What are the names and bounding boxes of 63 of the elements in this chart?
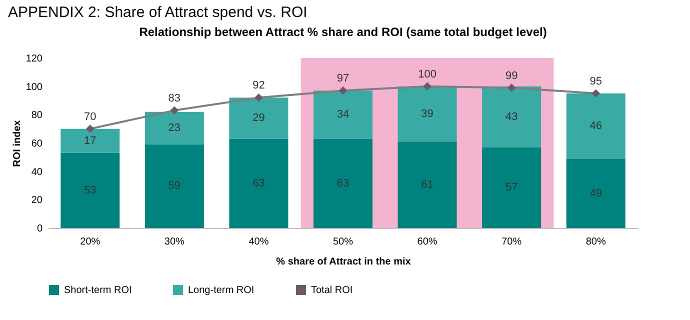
data-label: 23 — [168, 122, 181, 134]
y-tick-label: 0 — [36, 224, 43, 234]
data-label: 70 — [84, 110, 96, 123]
data-label: 57 — [505, 182, 518, 194]
bar — [482, 86, 542, 148]
legend-label: Long-term ROI — [188, 285, 254, 296]
data-label: 17 — [84, 134, 96, 147]
y-axis-title: ROI index — [12, 120, 23, 167]
bar — [229, 98, 288, 139]
data-label: 100 — [418, 68, 436, 80]
bar — [482, 147, 542, 228]
data-label: 97 — [336, 72, 350, 85]
data-label: 61 — [421, 178, 434, 191]
point — [86, 124, 94, 134]
point — [507, 84, 516, 92]
bar — [398, 142, 457, 228]
data-label: 99 — [505, 70, 518, 82]
y-tick-label: 80 — [31, 110, 43, 122]
x-tick-label: 80% — [586, 236, 606, 248]
data-label: 83 — [168, 92, 181, 104]
data-label: 39 — [421, 108, 434, 120]
bar — [229, 138, 288, 228]
bar — [566, 158, 626, 228]
legend-label: Total ROI — [311, 285, 353, 296]
x-tick-label: 30% — [164, 236, 185, 248]
chart-title: APPENDIX 2: Share of Attract spend vs. ROI — [8, 4, 308, 21]
data-label: 46 — [590, 120, 602, 132]
x-tick-label: 70% — [502, 236, 522, 248]
bar — [144, 112, 204, 144]
y-tick-label: 120 — [26, 54, 43, 64]
data-label: 53 — [84, 184, 96, 196]
legend-label: Short-term ROI — [64, 285, 132, 296]
data-label: 29 — [252, 112, 265, 124]
data-label: 34 — [336, 108, 350, 121]
point — [254, 93, 263, 102]
bar — [566, 93, 626, 159]
x-tick-label: 50% — [332, 236, 354, 248]
y-tick-label: 40 — [31, 166, 43, 178]
x-tick-label: 60% — [417, 236, 438, 248]
data-label: 43 — [505, 110, 518, 123]
bar — [60, 152, 120, 228]
point — [338, 86, 348, 95]
chart-subtitle: Relationship between Attract % share and ROI (same total budget level) — [139, 25, 547, 39]
x-tick-label: 40% — [248, 236, 269, 248]
x-tick-label: 20% — [80, 236, 100, 248]
data-label: 49 — [590, 187, 602, 200]
bar — [314, 138, 372, 228]
data-label: 59 — [168, 180, 181, 192]
bar — [144, 144, 204, 228]
bar — [398, 86, 457, 142]
bar — [314, 90, 372, 139]
y-tick-label: 20 — [31, 195, 43, 206]
data-label: 63 — [252, 177, 265, 190]
data-label: 63 — [336, 177, 350, 190]
point — [170, 106, 179, 115]
data-label: 92 — [252, 80, 265, 92]
y-tick-label: 60 — [31, 138, 43, 150]
bar — [60, 128, 120, 153]
point — [423, 82, 432, 91]
point — [592, 89, 600, 98]
x-axis-title: % share of Attract in the mix — [276, 256, 412, 268]
data-label: 95 — [590, 75, 602, 88]
y-tick-label: 100 — [26, 82, 43, 93]
